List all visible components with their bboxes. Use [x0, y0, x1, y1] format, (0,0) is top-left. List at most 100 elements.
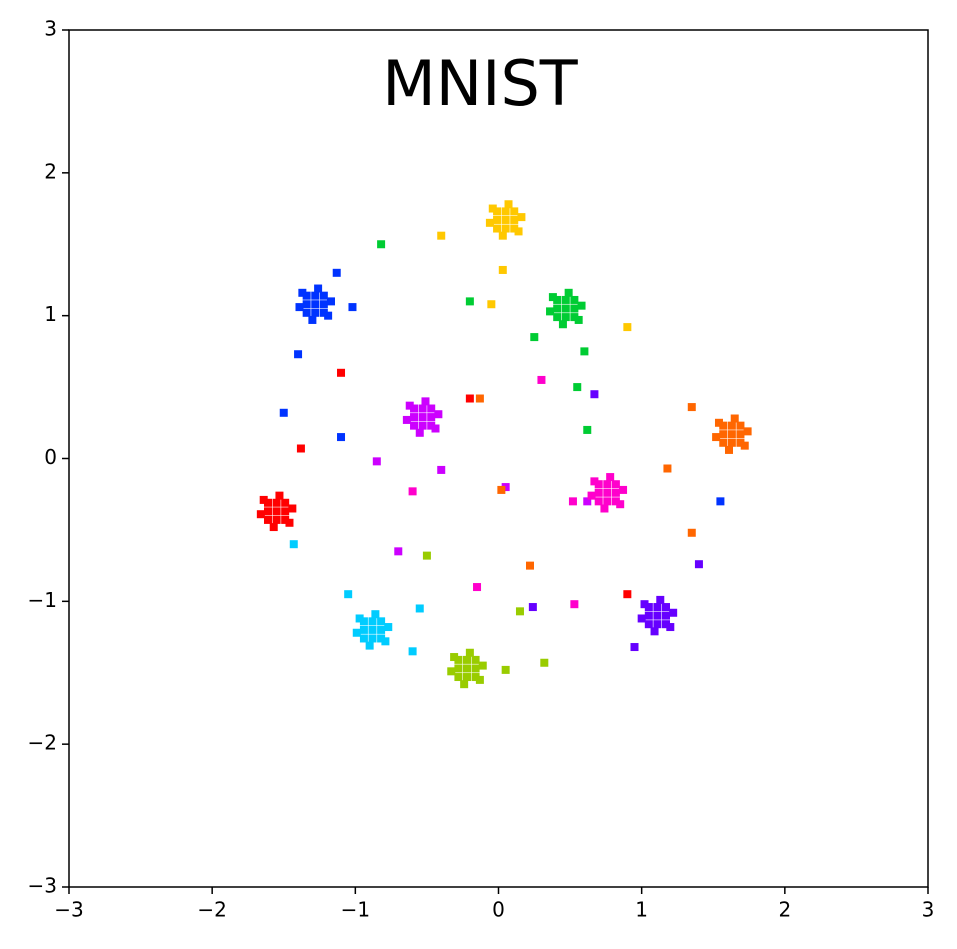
point — [319, 308, 328, 317]
x-tick-label: −3 — [54, 898, 83, 922]
point — [281, 498, 290, 507]
point — [530, 333, 539, 342]
point — [730, 414, 739, 423]
point — [603, 488, 612, 497]
point — [504, 200, 513, 209]
axes-frame — [68, 29, 929, 888]
point — [590, 477, 599, 486]
point — [570, 295, 579, 304]
y-tick-label: −1 — [28, 588, 57, 612]
point — [410, 404, 419, 413]
point — [727, 421, 736, 430]
point — [712, 433, 721, 442]
point — [377, 617, 386, 626]
point — [427, 421, 436, 430]
point — [264, 515, 273, 524]
point — [415, 428, 424, 437]
point — [348, 303, 357, 312]
point — [666, 623, 675, 632]
point — [308, 315, 317, 324]
point — [594, 488, 603, 497]
x-tick-label: 1 — [635, 898, 648, 922]
point — [640, 600, 649, 609]
point — [497, 485, 506, 494]
point — [580, 347, 589, 356]
point — [548, 293, 557, 302]
point — [272, 498, 281, 507]
point — [326, 297, 335, 306]
x-tick-label: −2 — [197, 898, 226, 922]
point — [377, 634, 386, 643]
point — [485, 218, 494, 227]
point — [510, 207, 519, 216]
point — [465, 297, 474, 306]
point — [319, 300, 328, 309]
point — [525, 561, 534, 570]
point — [298, 288, 307, 297]
point — [296, 444, 305, 453]
point — [281, 507, 290, 516]
x-tick-label: 0 — [492, 898, 505, 922]
point — [463, 664, 472, 673]
point — [410, 413, 419, 422]
point — [454, 655, 463, 664]
point — [553, 313, 562, 322]
point — [570, 304, 579, 313]
point — [269, 523, 278, 532]
point — [381, 637, 390, 646]
point — [727, 430, 736, 439]
point — [463, 673, 472, 682]
point — [662, 603, 671, 612]
point — [447, 667, 456, 676]
point — [427, 404, 436, 413]
point — [465, 394, 474, 403]
point — [418, 413, 427, 422]
point — [275, 491, 284, 500]
point — [662, 611, 671, 620]
point — [427, 413, 436, 422]
point — [264, 507, 273, 516]
point — [415, 604, 424, 613]
point — [606, 473, 615, 482]
point — [514, 227, 523, 236]
point — [302, 291, 311, 300]
point — [365, 641, 374, 650]
point — [719, 438, 728, 447]
point — [359, 634, 368, 643]
point — [583, 425, 592, 434]
point — [553, 295, 562, 304]
y-tick-label: 0 — [44, 445, 57, 469]
point — [537, 375, 546, 384]
point — [561, 295, 570, 304]
point — [394, 547, 403, 556]
x-tick-label: −1 — [341, 898, 370, 922]
chart-title: MNIST — [382, 47, 579, 120]
point — [487, 300, 496, 309]
point — [553, 304, 562, 313]
point — [653, 603, 662, 612]
point — [295, 303, 304, 312]
point — [501, 207, 510, 216]
point — [558, 320, 567, 329]
point — [368, 617, 377, 626]
point — [463, 655, 472, 664]
point — [368, 634, 377, 643]
point — [422, 551, 431, 560]
point — [355, 614, 364, 623]
point — [377, 240, 386, 249]
point — [473, 583, 482, 592]
point — [600, 504, 609, 513]
point — [288, 504, 297, 513]
point — [561, 304, 570, 313]
point — [454, 673, 463, 682]
point — [256, 510, 265, 519]
point — [515, 607, 524, 616]
point — [736, 430, 745, 439]
point — [332, 268, 341, 277]
y-tick-label: 1 — [44, 302, 57, 326]
point — [405, 401, 414, 410]
point — [272, 507, 281, 516]
point — [740, 441, 749, 450]
point — [623, 590, 632, 599]
